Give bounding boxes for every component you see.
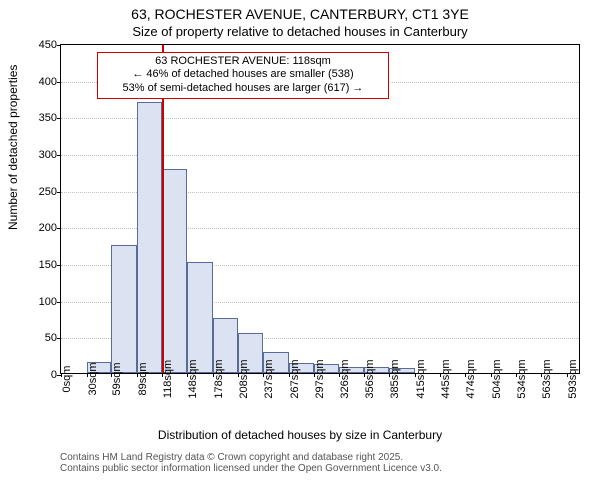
chart-footer: Contains HM Land Registry data © Crown c… <box>0 452 600 474</box>
y-tick-label: 300 <box>39 149 57 161</box>
chart-subtitle: Size of property relative to detached ho… <box>0 24 600 39</box>
callout-line: ← 46% of detached houses are smaller (53… <box>102 68 383 82</box>
y-tick-mark <box>57 338 61 339</box>
y-tick-mark <box>57 192 61 193</box>
x-tick-label: 504sqm <box>491 359 503 398</box>
y-tick-label: 450 <box>39 39 57 51</box>
x-tick-label: 297sqm <box>314 359 326 398</box>
y-tick-mark <box>57 228 61 229</box>
x-tick-label: 445sqm <box>440 359 452 398</box>
histogram-bar <box>111 245 137 373</box>
y-tick-mark <box>57 82 61 83</box>
x-tick-label: 534sqm <box>516 359 528 398</box>
chart-title: 63, ROCHESTER AVENUE, CANTERBURY, CT1 3Y… <box>0 6 600 22</box>
y-tick-label: 50 <box>45 332 57 344</box>
x-tick-label: 208sqm <box>238 359 250 398</box>
y-tick-label: 250 <box>39 186 57 198</box>
y-tick-mark <box>57 265 61 266</box>
x-tick-label: 30sqm <box>87 362 99 395</box>
x-tick-label: 326sqm <box>339 359 351 398</box>
plot-area: 0501001502002503003504004500sqm30sqm59sq… <box>60 44 580 374</box>
y-tick-label: 400 <box>39 76 57 88</box>
x-tick-label: 237sqm <box>263 359 275 398</box>
x-axis-label: Distribution of detached houses by size … <box>0 428 600 442</box>
y-axis-label: Number of detached properties <box>6 65 20 230</box>
x-tick-label: 178sqm <box>213 359 225 398</box>
y-tick-label: 200 <box>39 222 57 234</box>
histogram-bar <box>137 102 162 373</box>
y-tick-label: 150 <box>39 259 57 271</box>
footer-line-1: Contains HM Land Registry data © Crown c… <box>0 452 600 463</box>
x-tick-label: 563sqm <box>541 359 553 398</box>
x-tick-label: 89sqm <box>137 362 149 395</box>
x-tick-label: 415sqm <box>415 359 427 398</box>
x-tick-label: 0sqm <box>61 366 73 393</box>
callout-line: 53% of semi-detached houses are larger (… <box>102 82 383 96</box>
y-tick-label: 350 <box>39 112 57 124</box>
callout-box: 63 ROCHESTER AVENUE: 118sqm← 46% of deta… <box>97 52 388 99</box>
x-tick-label: 474sqm <box>465 359 477 398</box>
x-tick-label: 593sqm <box>567 359 579 398</box>
callout-line: 63 ROCHESTER AVENUE: 118sqm <box>102 55 383 69</box>
x-tick-label: 148sqm <box>187 359 199 398</box>
y-tick-mark <box>57 155 61 156</box>
histogram-bar <box>162 169 188 373</box>
x-tick-label: 356sqm <box>364 359 376 398</box>
footer-line-2: Contains public sector information licen… <box>0 463 600 474</box>
histogram-bar <box>187 262 213 373</box>
x-tick-label: 385sqm <box>389 359 401 398</box>
x-tick-label: 267sqm <box>289 359 301 398</box>
y-tick-mark <box>57 45 61 46</box>
y-tick-label: 100 <box>39 296 57 308</box>
y-tick-mark <box>57 302 61 303</box>
x-tick-label: 59sqm <box>111 362 123 395</box>
chart-container: 63, ROCHESTER AVENUE, CANTERBURY, CT1 3Y… <box>0 0 600 500</box>
y-tick-mark <box>57 118 61 119</box>
